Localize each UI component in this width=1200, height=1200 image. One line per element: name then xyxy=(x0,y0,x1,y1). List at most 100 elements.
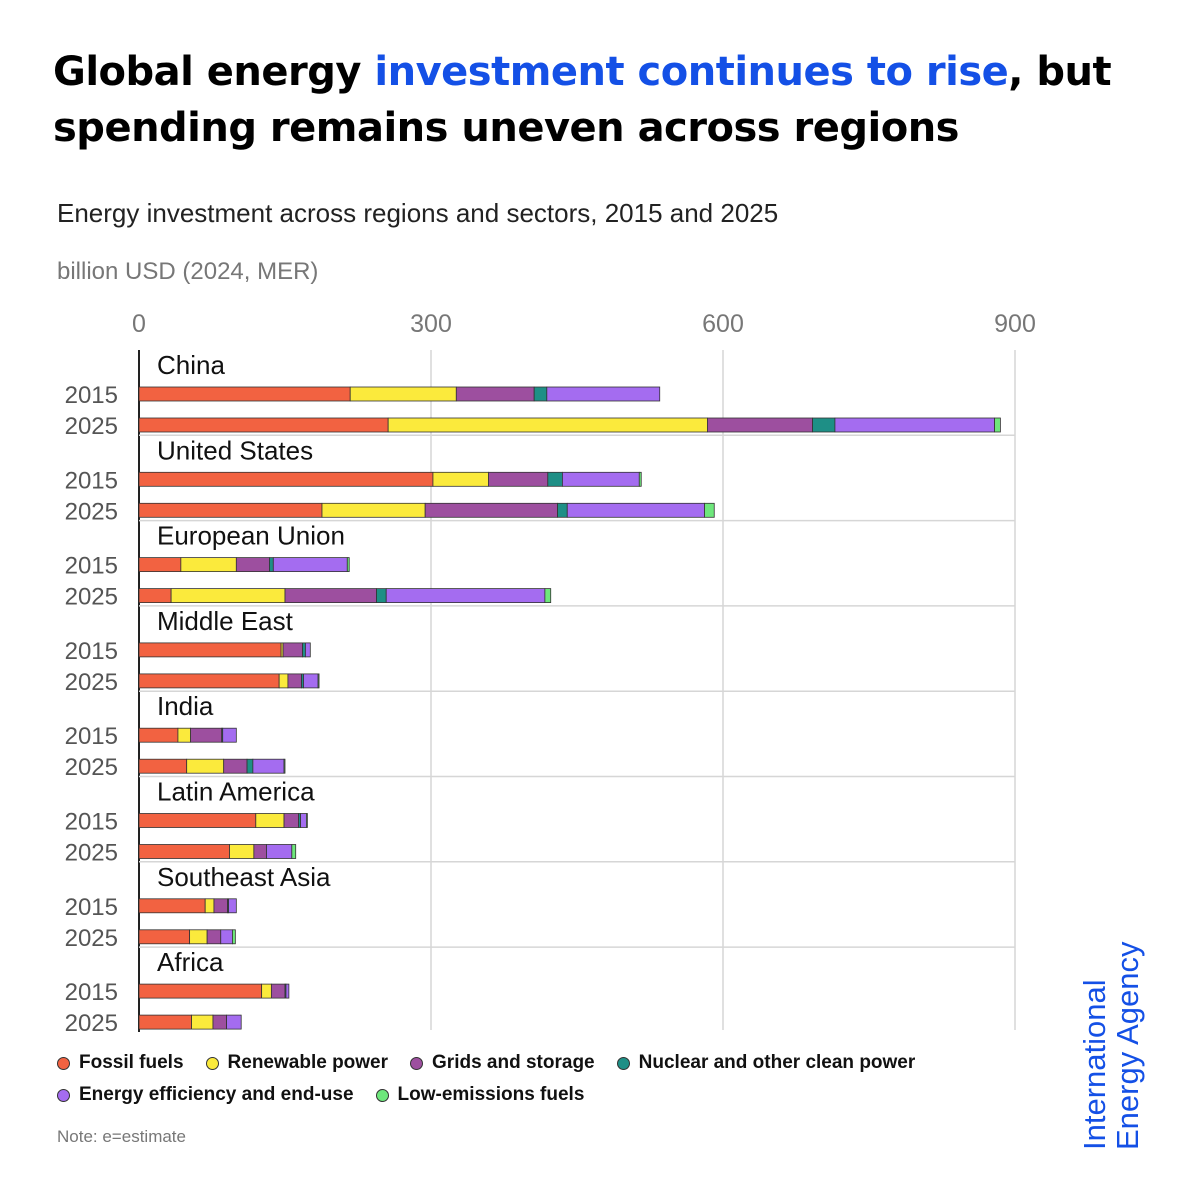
bar-segment xyxy=(349,386,457,402)
bar-segment xyxy=(306,813,308,828)
legend-swatch-nuclear xyxy=(616,1056,630,1070)
region-label: India xyxy=(157,691,214,721)
bar-segment xyxy=(544,588,552,603)
bar-segment xyxy=(282,642,303,658)
bar-segment xyxy=(229,844,255,859)
bar-segment xyxy=(547,471,563,487)
year-label: 2015 xyxy=(65,553,118,580)
bar-segment xyxy=(566,502,705,518)
legend-row-1: Fossil fuels Renewable power Grids and s… xyxy=(57,1052,1057,1074)
bar-segment xyxy=(385,588,546,603)
year-label: 2025 xyxy=(65,925,118,952)
region-label: Latin America xyxy=(157,777,315,807)
legend-swatch-fossil xyxy=(57,1056,70,1070)
bar-segment xyxy=(287,673,302,689)
year-label: 2015 xyxy=(65,723,118,750)
bar-segment xyxy=(278,673,289,689)
year-label: 2025 xyxy=(65,1010,118,1037)
bar-segment xyxy=(138,898,206,914)
bar-segment xyxy=(291,844,297,859)
bar-segment xyxy=(707,417,813,433)
chart-subtitle: Energy investment across regions and sec… xyxy=(57,198,779,228)
bar-segment xyxy=(261,983,272,999)
bar-segment xyxy=(533,386,548,402)
bar-segment xyxy=(228,898,237,914)
bar-segment xyxy=(704,502,715,518)
region-label: China xyxy=(157,350,225,380)
headline-part1: Global energy xyxy=(53,49,375,95)
legend: Fossil fuels Renewable power Grids and s… xyxy=(57,1052,1057,1116)
x-tick-label: 600 xyxy=(702,310,744,338)
bar-segment xyxy=(220,929,233,945)
legend-row-2: Energy efficiency and end-use Low-emissi… xyxy=(57,1084,1057,1106)
bar-segment xyxy=(177,727,191,743)
bar-segment xyxy=(235,557,270,572)
year-label: 2015 xyxy=(65,382,118,409)
bar-segment xyxy=(455,386,535,402)
legend-label: Grids and storage xyxy=(432,1052,595,1073)
year-label: 2015 xyxy=(65,979,118,1006)
legend-swatch-low-emissions xyxy=(375,1088,389,1102)
legend-label: Nuclear and other clean power xyxy=(638,1052,916,1073)
region-label: European Union xyxy=(157,521,345,551)
footnote: Note: e=estimate xyxy=(57,1127,186,1146)
bar-segment xyxy=(317,673,320,689)
legend-swatch-renewable xyxy=(205,1056,219,1070)
bar-segment xyxy=(138,386,351,402)
legend-label: Renewable power xyxy=(227,1052,389,1073)
year-label: 2015 xyxy=(65,467,118,494)
legend-item-nuclear: Nuclear and other clean power xyxy=(616,1052,916,1074)
bar-segment xyxy=(226,1014,242,1030)
year-label: 2025 xyxy=(65,840,118,867)
legend-label: Fossil fuels xyxy=(79,1052,184,1073)
bar-segment xyxy=(812,417,836,433)
bar-segment xyxy=(222,727,237,743)
legend-label: Low-emissions fuels xyxy=(397,1084,585,1105)
x-tick-label: 900 xyxy=(994,310,1036,338)
bar-segment xyxy=(321,502,426,518)
bar-segment xyxy=(138,929,191,945)
bar-segment xyxy=(834,417,995,433)
bar-segment xyxy=(180,557,237,572)
x-tick-label: 0 xyxy=(132,310,146,338)
bar-segment xyxy=(206,929,222,945)
bar-segment xyxy=(252,758,285,774)
bar-segment xyxy=(283,813,300,828)
bar-segment xyxy=(376,588,387,603)
bar-segment xyxy=(300,813,307,828)
bar-segment xyxy=(138,983,263,999)
bar-segment xyxy=(424,502,558,518)
bar-segment xyxy=(204,898,215,914)
bar-segment xyxy=(557,502,568,518)
region-label: Africa xyxy=(157,947,224,977)
bar-segment xyxy=(170,588,286,603)
bar-segment xyxy=(223,758,248,774)
bar-segment xyxy=(255,813,285,828)
bar-segment xyxy=(432,471,489,487)
unit-label: billion USD (2024, MER) xyxy=(57,258,319,285)
legend-item-fossil-fuels: Fossil fuels xyxy=(57,1052,184,1074)
bar-segment xyxy=(546,386,661,402)
bar-segment xyxy=(638,471,642,487)
bar-segment xyxy=(272,557,348,572)
bar-segment xyxy=(186,758,225,774)
year-label: 2015 xyxy=(65,638,118,665)
bar-segment xyxy=(269,557,274,572)
bar-segment xyxy=(138,813,257,828)
bar-segment xyxy=(138,557,182,572)
year-label: 2025 xyxy=(65,413,118,440)
bar-segment xyxy=(253,844,267,859)
iea-logo: International Energy Agency xyxy=(1077,941,1145,1150)
bar-segment xyxy=(212,1014,227,1030)
bar-segment xyxy=(138,844,230,859)
logo-line-2: Energy Agency xyxy=(1110,941,1145,1150)
bar-segment xyxy=(138,758,188,774)
bar-segment xyxy=(562,471,640,487)
legend-swatch-efficiency xyxy=(57,1088,70,1102)
bar-segment xyxy=(138,471,434,487)
bar-segment xyxy=(138,673,280,689)
bar-segment xyxy=(266,844,293,859)
region-label: Middle East xyxy=(157,606,294,636)
bar-segment xyxy=(232,929,236,945)
bar-segment xyxy=(994,417,1001,433)
